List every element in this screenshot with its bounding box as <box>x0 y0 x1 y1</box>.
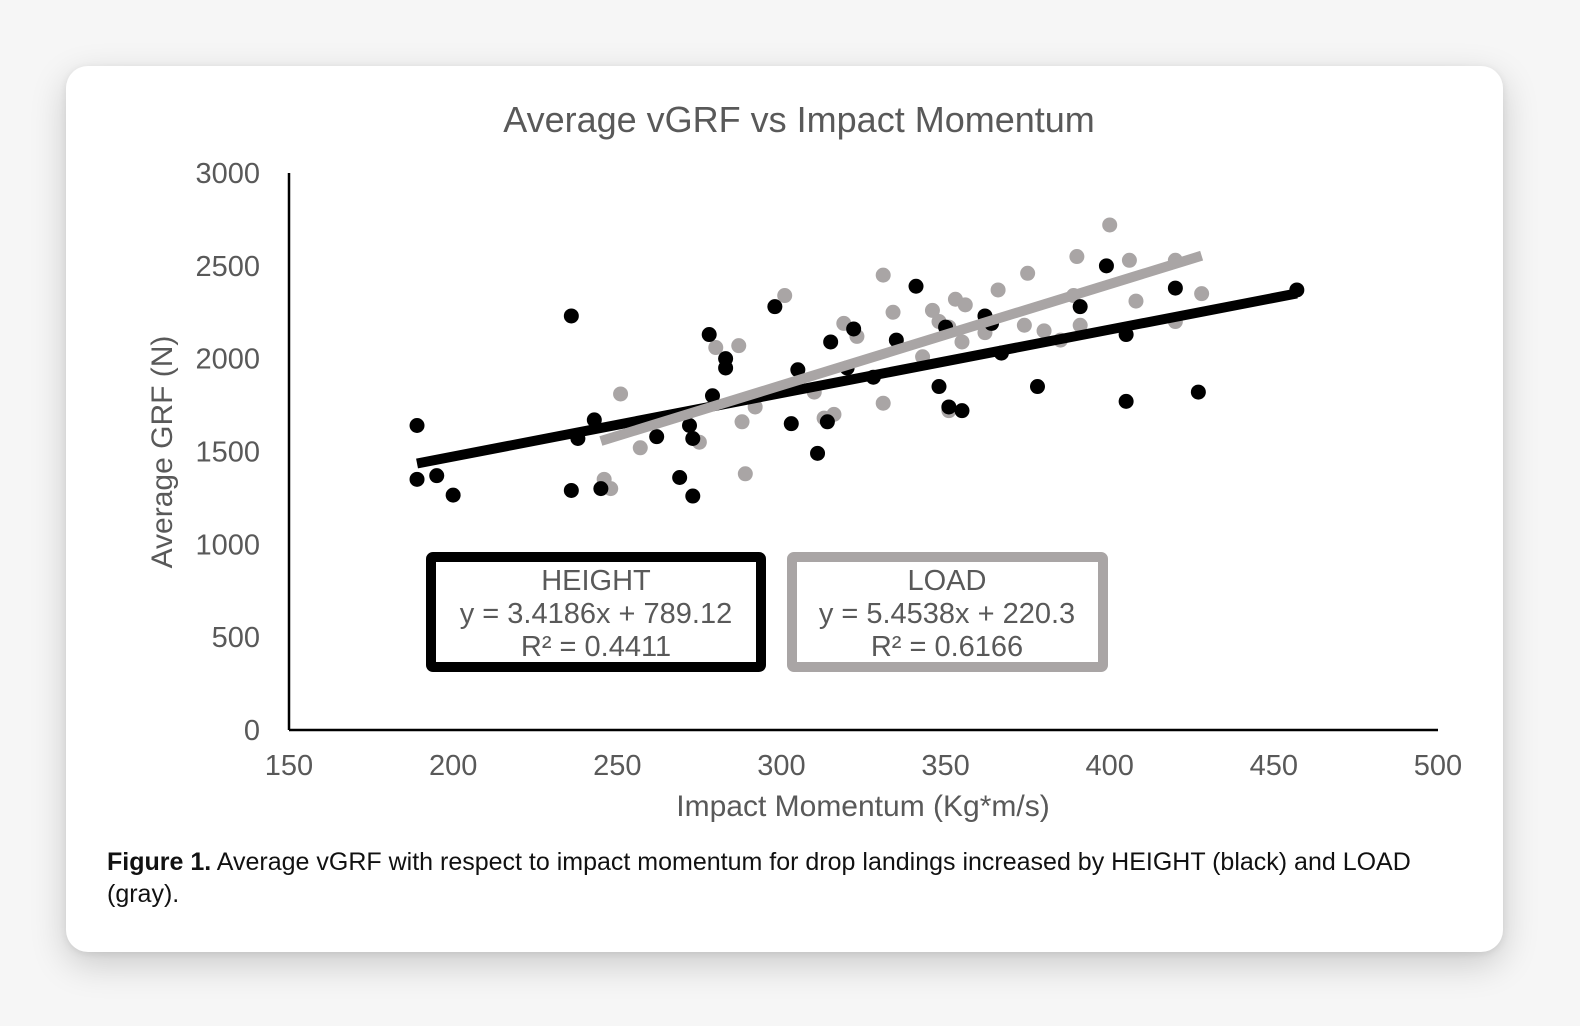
height-trendline <box>416 288 1298 469</box>
height-data-point <box>931 379 947 395</box>
load-data-point <box>1128 293 1144 309</box>
height-box-r2: R² = 0.4411 <box>521 631 671 663</box>
load-data-point <box>875 395 891 411</box>
caption-label: Figure 1. <box>107 848 212 876</box>
x-tick-label: 200 <box>429 750 477 782</box>
load-equation-box: LOAD y = 5.4538x + 220.3 R² = 0.6166 <box>787 552 1108 672</box>
y-tick-label: 2000 <box>195 344 260 376</box>
load-trendline <box>599 250 1204 446</box>
height-data-point <box>1190 384 1206 400</box>
height-data-point <box>409 418 425 434</box>
height-data-point <box>409 471 425 487</box>
height-data-point <box>783 416 799 432</box>
y-tick-label: 500 <box>212 622 260 654</box>
x-tick-label: 400 <box>1086 750 1134 782</box>
height-data-point <box>1118 393 1134 409</box>
height-data-point <box>649 429 665 445</box>
caption-text: Average vGRF with respect to impact mome… <box>107 848 1411 908</box>
chart-title: Average vGRF vs Impact Momentum <box>503 99 1095 140</box>
load-data-point <box>1036 323 1052 339</box>
height-equation-box: HEIGHT y = 3.4186x + 789.12 R² = 0.4411 <box>426 552 766 672</box>
load-series-points <box>596 217 1210 497</box>
height-data-point <box>685 488 701 504</box>
height-data-point <box>563 482 579 498</box>
load-data-point <box>1102 217 1118 233</box>
load-data-point <box>708 340 724 356</box>
load-box-equation: y = 5.4538x + 220.3 <box>819 598 1075 630</box>
height-data-point <box>701 327 717 343</box>
x-axis-ticks: 150 200 250 300 350 400 450 500 <box>265 750 1462 782</box>
x-axis-label: Impact Momentum (Kg*m/s) <box>676 790 1049 823</box>
load-data-point <box>632 440 648 456</box>
load-data-point <box>875 267 891 283</box>
load-data-point <box>1016 317 1032 333</box>
height-data-point <box>1072 299 1088 315</box>
height-data-point <box>704 388 720 404</box>
height-data-point <box>810 445 826 461</box>
y-tick-label: 1000 <box>195 529 260 561</box>
load-data-point <box>954 334 970 350</box>
y-tick-label: 3000 <box>195 158 260 190</box>
height-data-point <box>685 431 701 447</box>
load-box-r2: R² = 0.6166 <box>871 631 1023 663</box>
load-data-point <box>1072 317 1088 333</box>
load-data-point <box>734 414 750 430</box>
height-data-point <box>846 321 862 337</box>
height-data-point <box>941 399 957 415</box>
figure-card <box>66 66 1503 952</box>
y-axis-label: Average GRF (N) <box>146 336 179 569</box>
height-data-point <box>1098 258 1114 274</box>
x-tick-label: 350 <box>921 750 969 782</box>
load-data-point <box>1069 249 1085 265</box>
load-data-point <box>731 338 747 354</box>
height-data-point <box>767 299 783 315</box>
load-data-point <box>957 297 973 313</box>
height-data-point <box>672 469 688 485</box>
x-tick-label: 500 <box>1414 750 1462 782</box>
x-tick-label: 250 <box>593 750 641 782</box>
height-data-point <box>1029 379 1045 395</box>
height-data-point <box>682 418 698 434</box>
height-data-point <box>563 308 579 324</box>
x-tick-label: 150 <box>265 750 313 782</box>
load-data-point <box>924 302 940 318</box>
height-box-equation: y = 3.4186x + 789.12 <box>460 598 733 630</box>
y-axis-ticks: 0 500 1000 1500 2000 2500 3000 <box>195 158 260 747</box>
height-data-point <box>445 487 461 503</box>
load-data-point <box>885 304 901 320</box>
load-data-point <box>1121 252 1137 268</box>
height-data-point <box>593 481 609 497</box>
y-tick-label: 2500 <box>195 251 260 283</box>
height-data-point <box>718 360 734 376</box>
x-tick-label: 450 <box>1250 750 1298 782</box>
load-data-point <box>613 386 629 402</box>
height-data-point <box>429 468 445 484</box>
height-data-point <box>1167 280 1183 296</box>
x-tick-label: 300 <box>757 750 805 782</box>
height-data-point <box>823 334 839 350</box>
load-data-point <box>777 288 793 304</box>
height-data-point <box>819 414 835 430</box>
load-data-point <box>990 282 1006 298</box>
load-data-point <box>1020 265 1036 281</box>
load-data-point <box>1194 286 1210 302</box>
load-box-title: LOAD <box>908 565 987 597</box>
figure-caption: Figure 1. Average vGRF with respect to i… <box>107 846 1467 910</box>
y-tick-label: 0 <box>244 715 260 747</box>
height-data-point <box>908 278 924 294</box>
height-box-title: HEIGHT <box>541 565 651 597</box>
height-data-point <box>790 362 806 378</box>
height-data-point <box>954 403 970 419</box>
y-tick-label: 1500 <box>195 437 260 469</box>
load-data-point <box>737 466 753 482</box>
